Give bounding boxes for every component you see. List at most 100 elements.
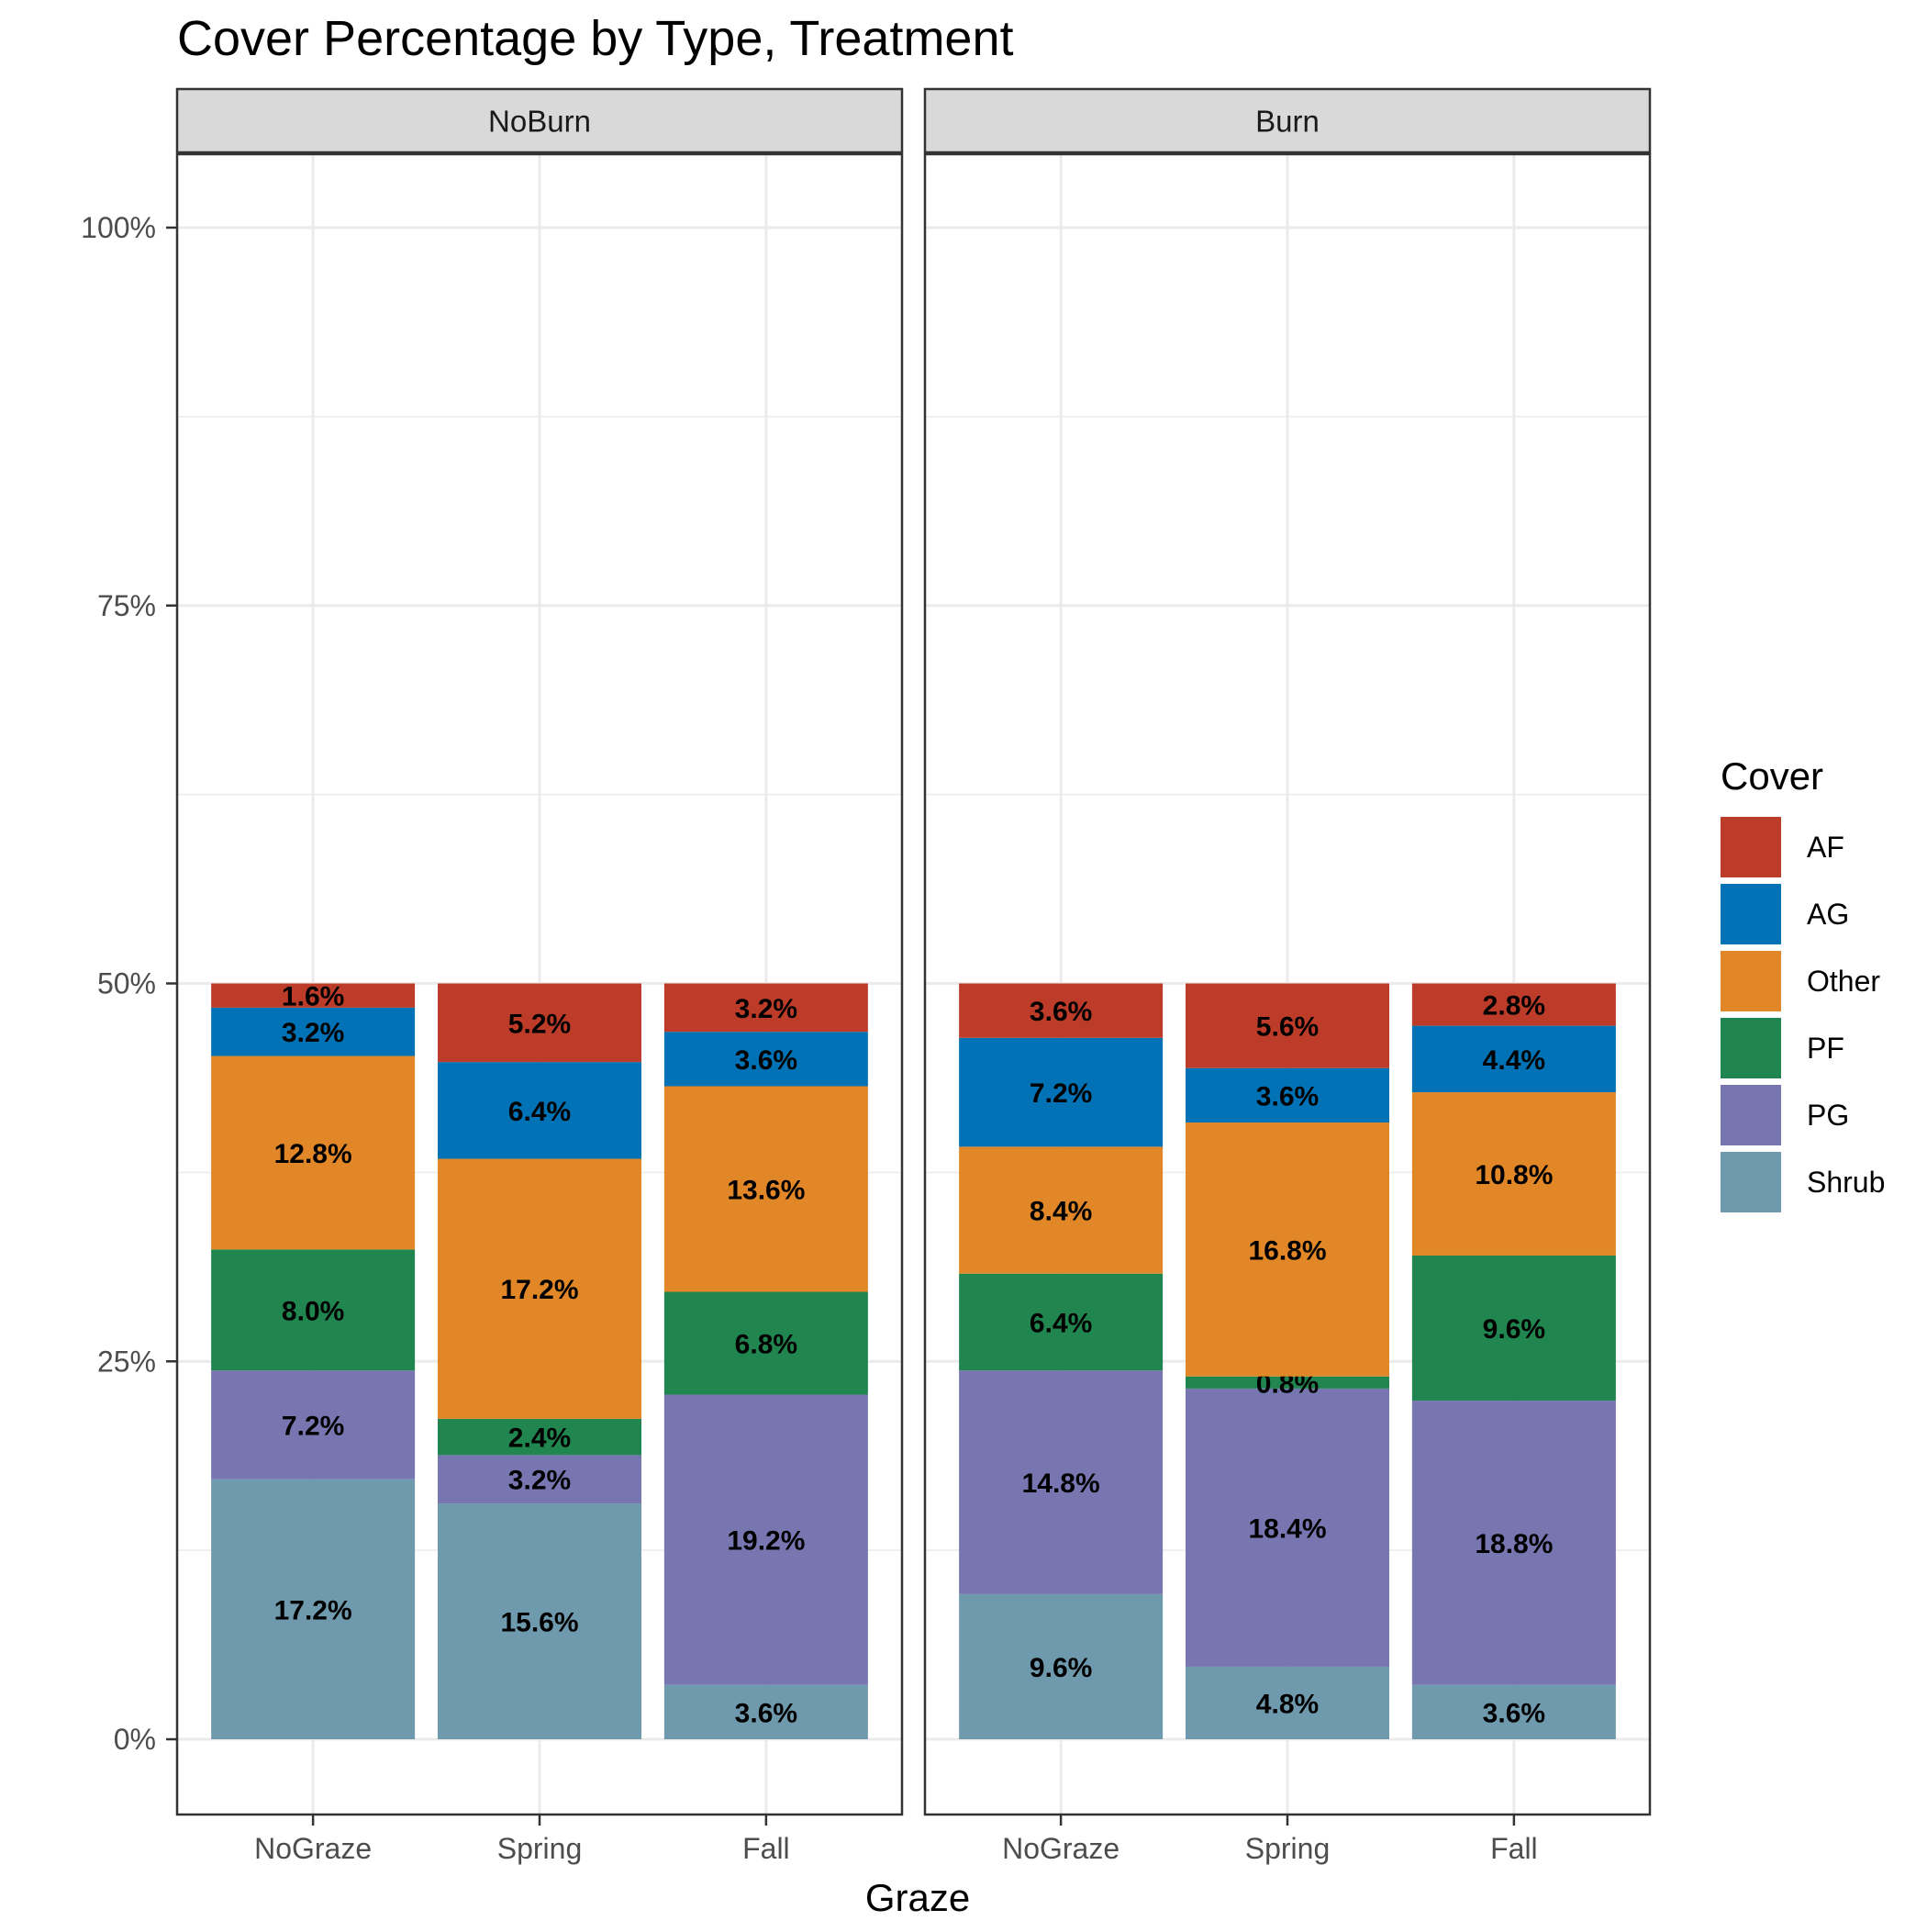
data-label: 8.0% — [282, 1296, 344, 1326]
y-tick-label: 50% — [97, 967, 156, 1000]
panel-border — [923, 152, 1652, 1816]
x-axis-title: Graze — [865, 1876, 970, 1919]
data-label: 10.8% — [1475, 1160, 1553, 1190]
data-label: 1.6% — [282, 982, 344, 1012]
bar-segment-ag — [211, 1007, 416, 1056]
data-label: 3.6% — [735, 1045, 797, 1076]
panels-layer: 17.2% 7.2% 8.0% 12.8% 3.2% 1.6% NoGraze 15.6% 3.… — [175, 87, 1652, 1865]
x-tick-label: NoGraze — [254, 1832, 372, 1865]
data-label: 17.2% — [500, 1275, 578, 1305]
bar-segment-af — [438, 983, 641, 1063]
legend-label: Shrub — [1807, 1166, 1885, 1199]
data-label: 3.2% — [735, 994, 797, 1024]
bar-segment-shrub — [959, 1593, 1164, 1739]
chart-title: Cover Percentage by Type, Treatment — [177, 11, 1014, 66]
bar-segment-other — [438, 1158, 641, 1419]
x-tick-label: Fall — [1490, 1832, 1538, 1865]
data-label: 19.2% — [727, 1526, 805, 1557]
bar-segment-other — [663, 1086, 868, 1292]
bar-segment-shrub — [1186, 1666, 1389, 1739]
data-label: 9.6% — [1483, 1314, 1545, 1345]
data-label: 9.6% — [1030, 1653, 1092, 1683]
bar-segment-other — [211, 1055, 416, 1250]
bar-segment-shrub — [663, 1684, 868, 1739]
bar-segment-pf — [211, 1249, 416, 1371]
bar-segment-af — [1411, 983, 1616, 1026]
legend-label: AF — [1807, 831, 1844, 864]
bar-segment-shrub — [1411, 1684, 1616, 1739]
data-label: 3.2% — [508, 1466, 571, 1496]
legend-label: PG — [1807, 1099, 1849, 1132]
y-tick-label: 25% — [97, 1345, 156, 1378]
legend-key-shrub — [1721, 1152, 1781, 1212]
data-label: 6.8% — [735, 1329, 797, 1359]
bar-segment-af — [1186, 983, 1389, 1068]
facet-strip-label: Burn — [1255, 105, 1320, 139]
y-tick-label: 100% — [81, 211, 156, 244]
data-label: 7.2% — [1030, 1078, 1092, 1109]
bar-segment-pf — [959, 1273, 1164, 1371]
bar-segment-pg — [663, 1394, 868, 1685]
data-label: 4.4% — [1483, 1045, 1545, 1076]
data-label: 4.8% — [1256, 1689, 1319, 1719]
bar-stack-fall: 3.6% 19.2% 6.8% 13.6% 3.6% 3.2% — [663, 983, 868, 1739]
data-label: 3.6% — [1030, 997, 1092, 1027]
facet-strip-label: NoBurn — [488, 105, 591, 139]
bar-segment-pg — [438, 1455, 641, 1504]
data-label: 6.4% — [508, 1097, 571, 1127]
data-label: 3.6% — [735, 1698, 797, 1728]
panel-burn: 9.6% 14.8% 6.4% 8.4% 7.2% 3.6% NoGraze 4.8% 18.4… — [923, 87, 1652, 1865]
y-tick-label: 75% — [97, 589, 156, 622]
bar-stack-fall: 3.6% 18.8% 9.6% 10.8% 4.4% 2.8% — [1411, 983, 1616, 1739]
data-label: 8.4% — [1030, 1197, 1092, 1227]
panel-noburn: 17.2% 7.2% 8.0% 12.8% 3.2% 1.6% NoGraze 15.6% 3.… — [175, 87, 904, 1865]
data-label: 18.4% — [1248, 1513, 1326, 1544]
legend-label: AG — [1807, 898, 1849, 931]
bar-segment-ag — [1411, 1025, 1616, 1093]
bar-segment-shrub — [211, 1479, 416, 1739]
bar-stack-spring: 15.6% 3.2% 2.4% 17.2% 6.4% 5.2% — [438, 983, 641, 1739]
bar-stack-spring: 4.8%18.4%0.8%16.8%3.6%5.6% — [1186, 983, 1389, 1739]
bar-segment-pf — [1411, 1255, 1616, 1402]
legend-key-pg — [1721, 1085, 1781, 1145]
x-tick-label: NoGraze — [1002, 1832, 1119, 1865]
bar-segment-pg — [1411, 1401, 1616, 1685]
bar-segment-other — [1411, 1092, 1616, 1256]
bar-segment-other — [959, 1146, 1164, 1274]
y-axis: 0% 25% 50% 75% 100% — [81, 211, 177, 1756]
data-label: 13.6% — [727, 1175, 805, 1205]
bar-segment-ag — [1186, 1067, 1389, 1123]
bar-segment-pf — [438, 1418, 641, 1456]
bar-segment-shrub — [438, 1503, 641, 1739]
bar-segment-other — [1186, 1122, 1389, 1377]
legend-key-af — [1721, 817, 1781, 877]
bar-segment-pg — [1186, 1388, 1389, 1667]
data-label: 14.8% — [1022, 1469, 1100, 1499]
data-label: 3.6% — [1483, 1698, 1545, 1728]
data-label: 2.8% — [1483, 991, 1545, 1022]
legend-key-other — [1721, 951, 1781, 1011]
facet-strip — [175, 87, 904, 154]
data-label: 15.6% — [500, 1608, 578, 1638]
data-label: 7.2% — [282, 1411, 344, 1441]
data-label: 3.6% — [1256, 1081, 1319, 1111]
bar-segment-pf — [1186, 1376, 1389, 1389]
x-tick-label: Spring — [1245, 1832, 1331, 1865]
bar-stack-nograze: 9.6% 14.8% 6.4% 8.4% 7.2% 3.6% — [959, 983, 1164, 1739]
data-label: 17.2% — [274, 1595, 352, 1625]
bar-stack-nograze: 17.2% 7.2% 8.0% 12.8% 3.2% 1.6% — [211, 982, 416, 1739]
data-label: 16.8% — [1248, 1235, 1326, 1266]
bar-segment-ag — [959, 1037, 1164, 1147]
bar-segment-af — [211, 983, 416, 1008]
bar-segment-pg — [211, 1370, 416, 1480]
legend-key-ag — [1721, 884, 1781, 944]
bar-segment-ag — [663, 1032, 868, 1087]
legend-label: Other — [1807, 965, 1880, 998]
facet-strip — [923, 87, 1652, 154]
legend-label: PF — [1807, 1032, 1844, 1065]
bar-segment-pf — [663, 1291, 868, 1395]
bar-segment-af — [663, 983, 868, 1033]
data-label: 18.8% — [1475, 1529, 1553, 1559]
